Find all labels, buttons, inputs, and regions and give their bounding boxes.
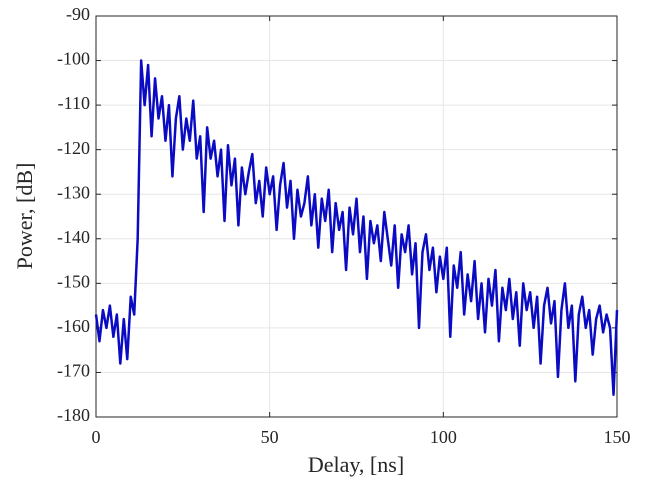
y-tick-label: -140 (57, 227, 90, 247)
x-tick-label: 100 (430, 427, 457, 447)
y-tick-label: -110 (58, 93, 90, 113)
y-tick-label: -120 (57, 138, 90, 158)
x-axis-label: Delay, [ns] (308, 452, 404, 477)
y-tick-label: -170 (57, 361, 90, 381)
y-axis-label: Power, [dB] (12, 163, 37, 270)
y-tick-label: -100 (57, 49, 90, 69)
x-tick-label: 150 (604, 427, 631, 447)
series-line (94, 59, 619, 396)
x-tick-label: 0 (92, 427, 101, 447)
x-tick-label: 50 (261, 427, 279, 447)
y-tick-label: -160 (57, 316, 90, 336)
y-tick-label: -130 (57, 182, 90, 202)
plot-frame (95, 15, 618, 418)
y-tick-label: -150 (57, 271, 90, 291)
y-tick-label: -180 (57, 405, 90, 425)
y-tick-label: -90 (66, 4, 90, 24)
